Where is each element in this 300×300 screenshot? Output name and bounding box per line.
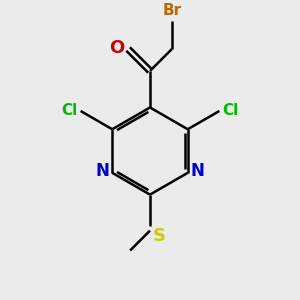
Text: Br: Br — [162, 3, 182, 18]
Text: O: O — [109, 39, 124, 57]
Text: N: N — [190, 162, 204, 180]
Text: Cl: Cl — [222, 103, 239, 118]
Text: Cl: Cl — [61, 103, 78, 118]
Text: N: N — [96, 162, 110, 180]
Text: S: S — [153, 227, 166, 245]
